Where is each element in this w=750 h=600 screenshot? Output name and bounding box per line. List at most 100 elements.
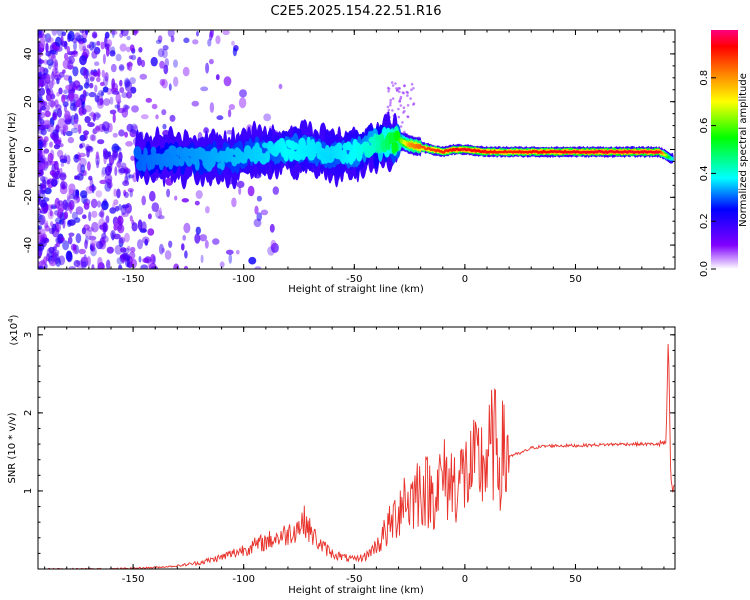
noise-blob <box>75 175 80 180</box>
noise-blob <box>406 104 410 107</box>
noise-blob <box>76 195 81 203</box>
noise-blob <box>232 47 237 57</box>
noise-blob <box>111 30 115 38</box>
noise-blob <box>109 50 116 57</box>
noise-blob <box>45 84 49 91</box>
noise-blob <box>184 250 188 259</box>
noise-blob <box>117 101 121 112</box>
noise-blob <box>152 255 156 265</box>
noise-blob <box>120 247 127 253</box>
noise-blob <box>260 209 269 216</box>
noise-blob <box>90 240 98 246</box>
y-tick-label: -40 <box>23 237 34 253</box>
noise-blob <box>144 256 152 264</box>
noise-blob <box>104 31 110 39</box>
noise-blob <box>144 238 149 246</box>
noise-blob <box>49 49 57 55</box>
noise-blob <box>124 232 130 243</box>
noise-blob <box>173 263 180 269</box>
noise-blob <box>58 236 65 242</box>
noise-blob <box>209 102 215 113</box>
noise-blob <box>68 193 77 200</box>
noise-blob <box>91 134 97 142</box>
noise-blob <box>79 157 87 168</box>
noise-blob <box>56 30 64 37</box>
noise-blob <box>164 250 172 260</box>
noise-blob <box>402 106 406 109</box>
noise-blob <box>126 91 133 99</box>
noise-blob <box>123 191 129 198</box>
noise-blob <box>406 115 410 119</box>
noise-blob <box>101 200 109 211</box>
y-tick-label: 40 <box>23 48 34 61</box>
noise-blob <box>147 213 152 220</box>
noise-blob <box>44 73 52 81</box>
noise-blob <box>140 114 149 120</box>
noise-blob <box>398 90 401 94</box>
colorbar-tick-label: 0.4 <box>699 165 710 181</box>
noise-blob <box>410 82 414 86</box>
y-tick-label: 0 <box>23 146 34 152</box>
noise-blob <box>90 69 94 76</box>
noise-blob <box>95 113 102 119</box>
noise-blob <box>118 129 125 137</box>
noise-blob <box>191 100 200 107</box>
noise-blob <box>386 105 390 109</box>
noise-blob <box>50 99 55 109</box>
noise-blob <box>73 41 77 51</box>
noise-blob <box>114 244 123 255</box>
noise-blob <box>45 42 49 53</box>
snr-multiplier-label: (x104) <box>7 314 20 345</box>
noise-blob <box>222 30 230 36</box>
noise-blob <box>76 34 84 43</box>
snr-plot-area <box>38 327 675 569</box>
noise-blob <box>183 265 189 269</box>
x-tick-label: -150 <box>122 274 145 285</box>
x-tick-label: 0 <box>462 274 468 285</box>
noise-blob <box>38 58 42 68</box>
noise-blob <box>131 222 138 232</box>
noise-blob <box>52 112 56 121</box>
noise-blob <box>85 77 90 86</box>
noise-blob <box>60 162 65 167</box>
noise-blob <box>125 141 133 147</box>
noise-blob <box>103 151 109 159</box>
noise-blob <box>132 30 138 36</box>
noise-blob <box>192 39 199 45</box>
noise-blob <box>57 200 64 206</box>
noise-blob <box>51 79 56 85</box>
x-tick-label: 50 <box>569 574 582 585</box>
noise-blob <box>66 154 71 165</box>
noise-blob <box>120 162 127 169</box>
noise-blob <box>195 226 201 235</box>
noise-blob <box>63 74 71 81</box>
noise-blob <box>111 90 120 95</box>
noise-blob <box>225 249 234 255</box>
noise-blob <box>68 56 72 64</box>
noise-blob <box>395 89 399 92</box>
noise-blob <box>65 84 73 91</box>
noise-blob <box>38 229 42 240</box>
noise-blob <box>394 82 397 85</box>
noise-blob <box>89 76 95 82</box>
noise-blob <box>60 40 68 47</box>
noise-blob <box>44 110 51 118</box>
ridge-cell <box>670 157 674 160</box>
noise-blob <box>149 190 156 202</box>
noise-blob <box>88 211 92 222</box>
noise-blob <box>62 59 71 70</box>
noise-blob <box>410 88 413 92</box>
noise-blob <box>128 174 135 179</box>
noise-blob <box>68 91 75 102</box>
noise-blob <box>106 182 113 189</box>
noise-blob <box>386 86 390 90</box>
noise-blob <box>88 235 97 241</box>
x-tick-label: -100 <box>232 274 255 285</box>
noise-blob <box>88 91 97 98</box>
noise-blob <box>84 30 89 36</box>
noise-blob <box>38 52 44 57</box>
ridge-cell <box>306 136 311 149</box>
noise-blob <box>76 97 82 108</box>
noise-blob <box>78 248 86 255</box>
noise-blob <box>58 71 65 78</box>
